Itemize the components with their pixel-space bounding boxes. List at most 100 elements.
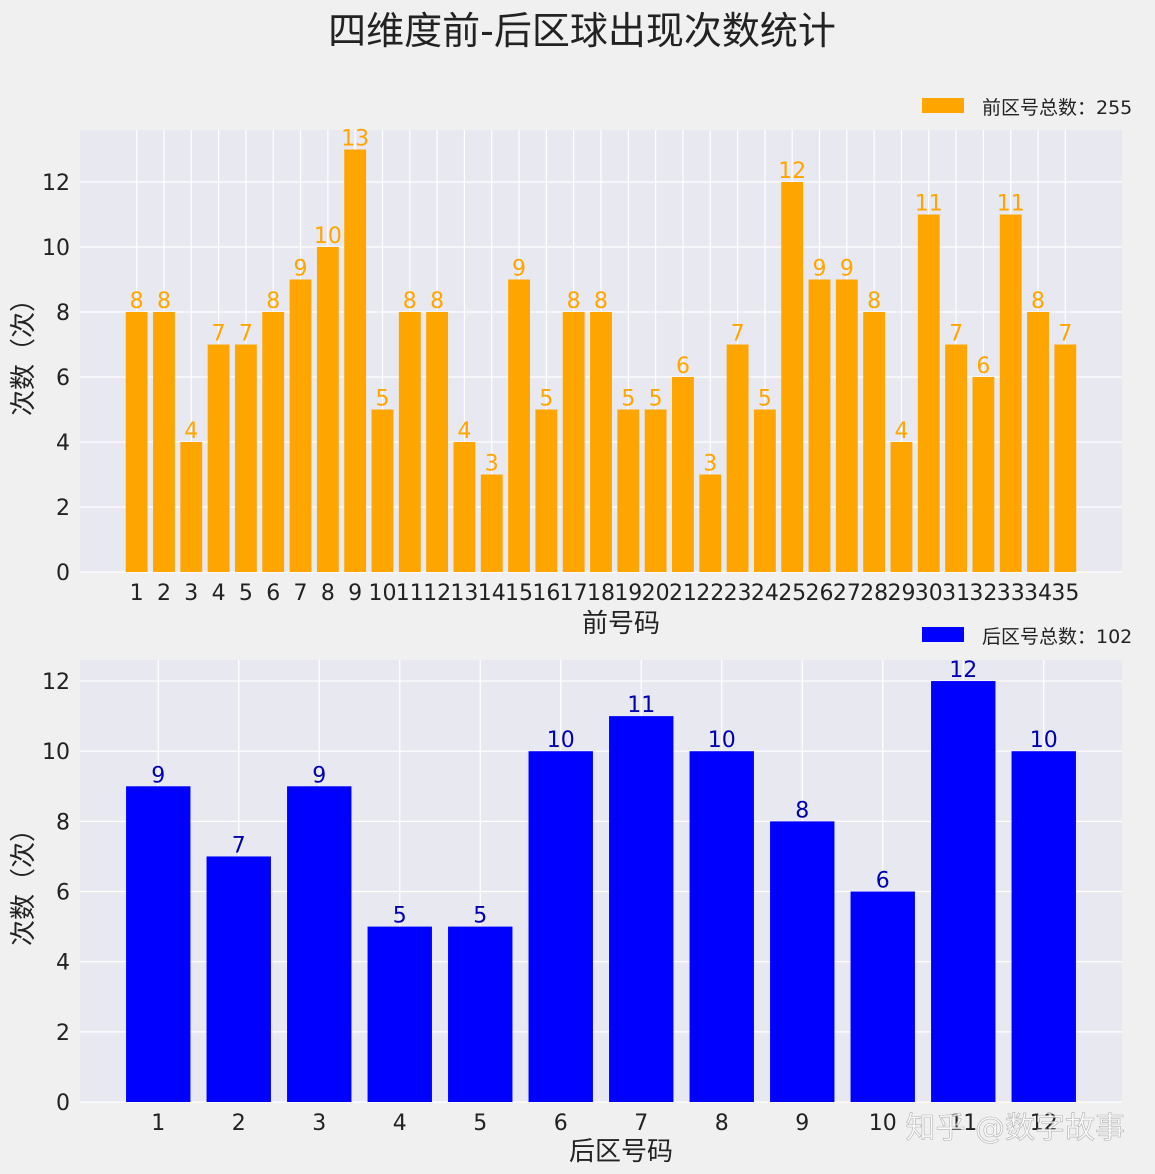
x-tick-label: 34 xyxy=(1024,581,1052,606)
bar-14 xyxy=(480,474,503,572)
bar-26 xyxy=(808,279,831,572)
x-tick-label: 10 xyxy=(368,581,396,606)
bar-value-label: 9 xyxy=(512,257,526,282)
x-tick-label: 15 xyxy=(505,581,533,606)
bar-33 xyxy=(999,214,1022,572)
bar-21 xyxy=(672,377,694,572)
bar-23 xyxy=(726,344,749,572)
x-axis-label: 后区号码 xyxy=(569,1137,673,1167)
y-tick-label: 10 xyxy=(42,236,70,261)
y-tick-label: 4 xyxy=(56,431,70,456)
x-tick-label: 12 xyxy=(1030,1111,1058,1136)
x-tick-label: 4 xyxy=(212,581,226,606)
bar-11 xyxy=(398,312,421,572)
x-tick-label: 14 xyxy=(478,581,506,606)
bar-34 xyxy=(1027,312,1049,572)
bar-29 xyxy=(890,442,913,572)
bar-8 xyxy=(316,247,339,572)
bar-2 xyxy=(206,856,271,1102)
x-tick-label: 6 xyxy=(266,581,280,606)
x-tick-label: 22 xyxy=(696,581,724,606)
bar-31 xyxy=(945,344,968,572)
legend-swatch xyxy=(922,627,964,642)
bar-value-label: 10 xyxy=(314,224,342,249)
x-tick-label: 33 xyxy=(997,581,1025,606)
x-tick-label: 12 xyxy=(423,581,451,606)
bar-1 xyxy=(125,312,148,572)
bar-value-label: 4 xyxy=(894,419,908,444)
x-tick-label: 8 xyxy=(715,1111,729,1136)
bar-value-label: 3 xyxy=(703,452,717,477)
bar-value-label: 8 xyxy=(867,289,881,314)
bar-2 xyxy=(153,312,175,572)
bar-value-label: 8 xyxy=(403,289,417,314)
bar-value-label: 7 xyxy=(731,322,745,347)
x-tick-label: 11 xyxy=(396,581,424,606)
bar-20 xyxy=(644,409,667,572)
bar-10 xyxy=(371,409,394,572)
bar-8 xyxy=(689,751,754,1102)
bar-3 xyxy=(180,442,203,572)
bar-10 xyxy=(850,891,915,1102)
bar-9 xyxy=(344,149,367,572)
bar-value-label: 7 xyxy=(1058,322,1072,347)
chart-title: 四维度前-后区球出现次数统计 xyxy=(328,9,836,53)
bar-5 xyxy=(234,344,257,572)
y-tick-label: 0 xyxy=(56,1091,70,1116)
x-tick-label: 5 xyxy=(239,581,253,606)
bar-9 xyxy=(770,821,835,1102)
bar-6 xyxy=(528,751,593,1102)
x-tick-label: 19 xyxy=(614,581,642,606)
x-tick-label: 13 xyxy=(450,581,478,606)
bar-value-label: 4 xyxy=(184,419,198,444)
bar-17 xyxy=(562,312,585,572)
bar-19 xyxy=(617,409,640,572)
bar-5 xyxy=(448,926,513,1102)
bar-35 xyxy=(1054,344,1077,572)
bar-value-label: 8 xyxy=(266,289,280,314)
x-tick-label: 26 xyxy=(806,581,834,606)
bar-16 xyxy=(535,409,558,572)
x-tick-label: 7 xyxy=(634,1111,648,1136)
bar-4 xyxy=(207,344,230,572)
bar-13 xyxy=(453,442,476,572)
bar-value-label: 9 xyxy=(312,763,326,788)
legend-label: 后区号总数：102 xyxy=(982,626,1132,648)
x-tick-label: 32 xyxy=(969,581,997,606)
bar-24 xyxy=(753,409,776,572)
x-tick-label: 30 xyxy=(915,581,943,606)
bar-27 xyxy=(835,279,858,572)
x-tick-label: 18 xyxy=(587,581,615,606)
bar-value-label: 8 xyxy=(157,289,171,314)
bar-value-label: 5 xyxy=(473,904,487,929)
bar-value-label: 3 xyxy=(485,452,499,477)
bar-value-label: 13 xyxy=(341,127,369,152)
x-tick-label: 20 xyxy=(642,581,670,606)
bar-value-label: 8 xyxy=(795,798,809,823)
bar-value-label: 12 xyxy=(949,658,977,683)
x-tick-label: 9 xyxy=(795,1111,809,1136)
x-tick-label: 7 xyxy=(294,581,308,606)
y-tick-label: 12 xyxy=(42,670,70,695)
bar-18 xyxy=(590,312,612,572)
x-tick-label: 11 xyxy=(949,1111,977,1136)
bar-3 xyxy=(287,786,352,1102)
bar-value-label: 5 xyxy=(539,387,553,412)
x-tick-label: 3 xyxy=(312,1111,326,1136)
y-tick-label: 8 xyxy=(56,301,70,326)
x-tick-label: 23 xyxy=(724,581,752,606)
bar-value-label: 5 xyxy=(758,387,772,412)
bar-value-label: 10 xyxy=(708,728,736,753)
bar-value-label: 9 xyxy=(813,257,827,282)
x-tick-label: 2 xyxy=(157,581,171,606)
bar-value-label: 8 xyxy=(567,289,581,314)
bar-value-label: 11 xyxy=(915,192,943,217)
x-axis-label: 前号码 xyxy=(582,609,660,639)
y-tick-label: 6 xyxy=(56,366,70,391)
front-zone-chart: 0246810128182437475869710813951081181241… xyxy=(9,97,1132,639)
bar-12 xyxy=(426,312,449,572)
back-zone-chart: 0 2 4 6 8 10 12 9 1 7 2 9 3 5 4 5 5 10 6 11 7 10 8 8 9 6 10 12 11 10 1… xyxy=(9,626,1132,1167)
bar-value-label: 7 xyxy=(212,322,226,347)
bar-7 xyxy=(609,716,674,1102)
y-axis-label: 次数（次） xyxy=(9,286,39,416)
